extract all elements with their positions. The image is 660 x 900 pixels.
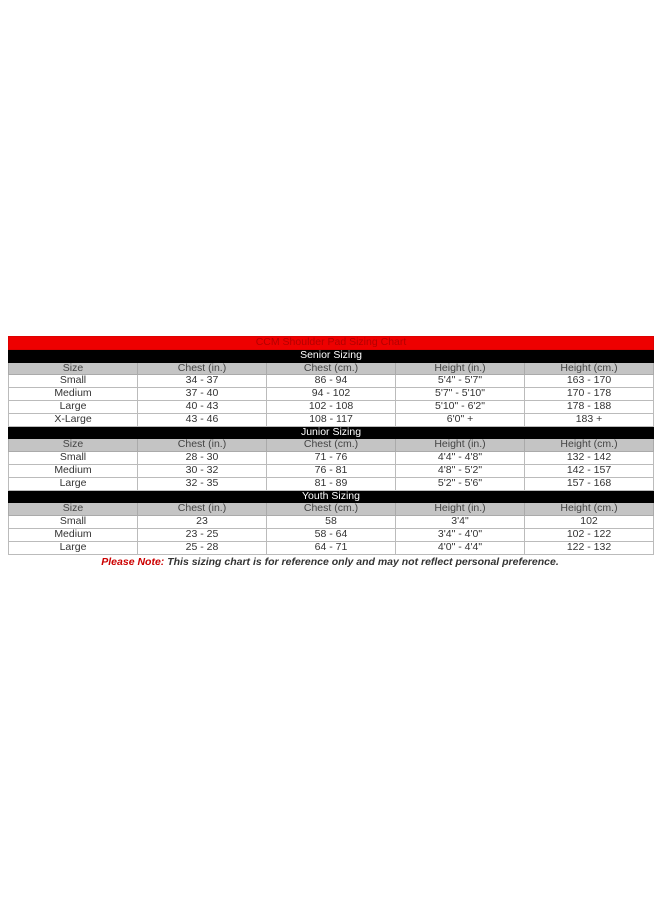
table-cell: 58 - 64 (266, 527, 396, 542)
table-cell: 71 - 76 (266, 451, 396, 465)
table-cell: 5'2" - 5'6" (395, 476, 525, 491)
table-row: Medium 30 - 32 76 - 81 4'8" - 5'2" 142 - 157 (8, 463, 655, 478)
table-cell: 6'0" + (395, 412, 525, 427)
table-cell: 43 - 46 (137, 412, 267, 427)
column-header-row: Size Chest (in.) Chest (cm.) Height (in.) He… (8, 438, 655, 453)
table-cell: 32 - 35 (137, 476, 267, 491)
column-header: Chest (in.) (137, 438, 267, 453)
column-header-row: Size Chest (in.) Chest (cm.) Height (in.) He… (8, 361, 655, 376)
section-title: Senior Sizing (7, 348, 655, 363)
table-cell: Medium (8, 463, 138, 478)
table-cell: 108 - 117 (266, 412, 396, 427)
table-cell: Small (8, 451, 138, 465)
column-header: Chest (cm.) (266, 502, 396, 517)
table-cell: Medium (8, 387, 138, 401)
table-cell: 64 - 71 (266, 540, 396, 555)
table-cell: 102 - 108 (266, 399, 396, 414)
table-row: Medium 37 - 40 94 - 102 5'7" - 5'10" 170 - 1… (8, 387, 655, 401)
sizing-chart-table: CCM Shoulder Pad Sizing Chart Senior Siz… (7, 336, 655, 555)
table-cell: X-Large (8, 412, 138, 427)
table-cell: 4'8" - 5'2" (395, 463, 525, 478)
table-cell: 40 - 43 (137, 399, 267, 414)
table-row: Medium 23 - 25 58 - 64 3'4" - 4'0" 102 - 122 (8, 527, 655, 542)
table-cell: Medium (8, 527, 138, 542)
column-header: Size (8, 438, 138, 453)
table-cell: Large (8, 399, 138, 414)
section-header-row: Senior Sizing (7, 348, 655, 363)
column-header: Chest (cm.) (266, 361, 396, 376)
table-cell: 23 - 25 (137, 527, 267, 542)
table-cell: 102 (523, 515, 655, 529)
table-cell: Small (8, 515, 138, 529)
table-cell: 76 - 81 (266, 463, 396, 478)
column-header: Height (in.) (395, 502, 525, 517)
column-header: Height (in.) (395, 438, 525, 453)
table-cell: 170 - 178 (523, 387, 655, 401)
table-row: Large 25 - 28 64 - 71 4'0" - 4'4" 122 - 132 (8, 540, 655, 555)
note-label: Please Note: (101, 556, 165, 568)
section-header-row: Junior Sizing (7, 425, 655, 440)
table-cell: 3'4" (395, 515, 525, 529)
column-header: Height (cm.) (523, 502, 655, 517)
column-header: Height (cm.) (523, 361, 655, 376)
table-cell: 94 - 102 (266, 387, 396, 401)
table-cell: 86 - 94 (266, 374, 396, 389)
column-header: Size (8, 361, 138, 376)
column-header: Chest (in.) (137, 502, 267, 517)
table-row: Small 28 - 30 71 - 76 4'4" - 4'8" 132 - 142 (8, 451, 655, 465)
table-row: Small 34 - 37 86 - 94 5'4" - 5'7" 163 - 170 (8, 374, 655, 389)
section-header-row: Youth Sizing (7, 489, 655, 504)
reference-note: Please Note: This sizing chart is for re… (0, 556, 660, 568)
section-title: Youth Sizing (7, 489, 655, 504)
section-title: Junior Sizing (7, 425, 655, 440)
column-header: Chest (in.) (137, 361, 267, 376)
table-cell: 122 - 132 (523, 540, 655, 555)
table-cell: 102 - 122 (523, 527, 655, 542)
table-cell: Small (8, 374, 138, 389)
column-header: Height (in.) (395, 361, 525, 376)
table-row: Large 40 - 43 102 - 108 5'10" - 6'2" 178 - 1… (8, 399, 655, 414)
table-cell: Large (8, 540, 138, 555)
table-cell: 30 - 32 (137, 463, 267, 478)
column-header-row: Size Chest (in.) Chest (cm.) Height (in.) He… (8, 502, 655, 517)
table-cell: 23 (137, 515, 267, 529)
table-cell: 25 - 28 (137, 540, 267, 555)
table-cell: Large (8, 476, 138, 491)
table-cell: 132 - 142 (523, 451, 655, 465)
table-cell: 178 - 188 (523, 399, 655, 414)
table-row: Large 32 - 35 81 - 89 5'2" - 5'6" 157 - 168 (8, 476, 655, 491)
column-header: Size (8, 502, 138, 517)
table-cell: 37 - 40 (137, 387, 267, 401)
table-cell: 3'4" - 4'0" (395, 527, 525, 542)
table-cell: 34 - 37 (137, 374, 267, 389)
table-cell: 58 (266, 515, 396, 529)
table-row: Small 23 58 3'4" 102 (8, 515, 655, 529)
table-cell: 81 - 89 (266, 476, 396, 491)
table-row: X-Large 43 - 46 108 - 117 6'0" +183 + (8, 412, 655, 427)
chart-title-row: CCM Shoulder Pad Sizing Chart (7, 336, 655, 350)
table-cell: 183 + (523, 412, 655, 427)
table-cell: 142 - 157 (523, 463, 655, 478)
note-text: This sizing chart is for reference only … (164, 556, 559, 568)
table-cell: 5'4" - 5'7" (395, 374, 525, 389)
table-cell: 5'10" - 6'2" (395, 399, 525, 414)
chart-title: CCM Shoulder Pad Sizing Chart (7, 336, 655, 350)
table-cell: 4'0" - 4'4" (395, 540, 525, 555)
column-header: Chest (cm.) (266, 438, 396, 453)
table-cell: 4'4" - 4'8" (395, 451, 525, 465)
table-cell: 163 - 170 (523, 374, 655, 389)
table-cell: 28 - 30 (137, 451, 267, 465)
column-header: Height (cm.) (523, 438, 655, 453)
table-cell: 157 - 168 (523, 476, 655, 491)
table-cell: 5'7" - 5'10" (395, 387, 525, 401)
